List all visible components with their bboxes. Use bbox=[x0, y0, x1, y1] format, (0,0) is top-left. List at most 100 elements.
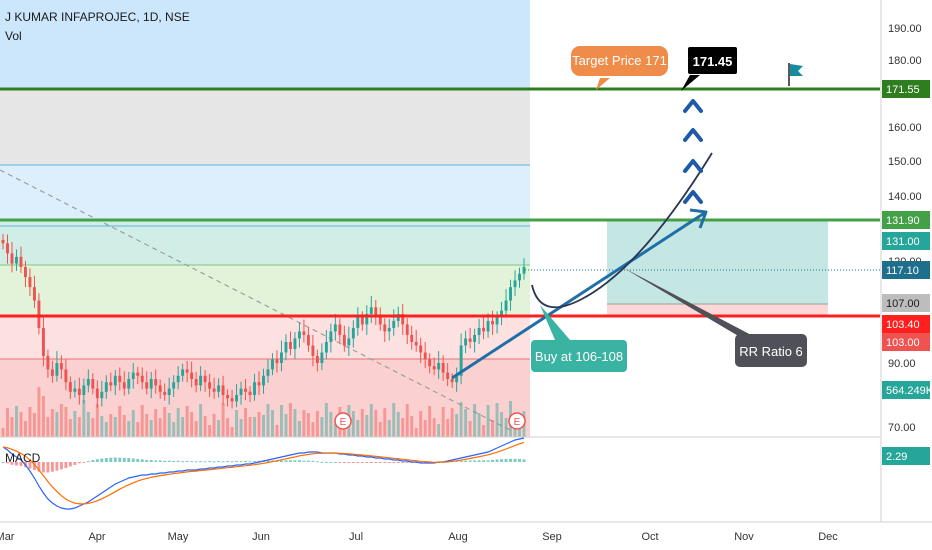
earnings-marker[interactable]: E bbox=[508, 412, 526, 430]
candle-body bbox=[410, 334, 414, 342]
macd-histogram-bar bbox=[280, 460, 283, 462]
candle-body bbox=[482, 327, 486, 332]
projection-curve[interactable] bbox=[531, 152, 713, 309]
candle-body bbox=[306, 334, 310, 346]
macd-histogram-bar bbox=[333, 461, 337, 463]
trend-arrow[interactable] bbox=[451, 208, 708, 380]
buy-callout[interactable]: Buy at 106-108 bbox=[531, 305, 627, 372]
x-tick-label: Apr bbox=[88, 531, 105, 543]
price-axis[interactable]: 190.00180.00160.00150.00140.00120.0090.0… bbox=[880, 0, 932, 550]
x-tick-label: Sep bbox=[542, 531, 562, 543]
macd-histogram-bar bbox=[113, 457, 117, 462]
candle-body bbox=[104, 382, 108, 392]
macd-histogram-bar bbox=[329, 461, 333, 463]
y-tick-label: 140.00 bbox=[888, 191, 922, 203]
macd-histogram-bar bbox=[459, 460, 463, 462]
price-badge-text: 2.29 bbox=[886, 451, 907, 463]
macd-histogram-bar bbox=[387, 462, 391, 463]
volume-bar bbox=[122, 415, 126, 437]
volume-bar bbox=[1, 428, 5, 437]
price-badge bbox=[882, 261, 930, 279]
earnings-marker[interactable]: E bbox=[334, 412, 352, 430]
macd-histogram-bar bbox=[50, 462, 54, 472]
candle-body bbox=[100, 391, 104, 399]
profit-zone-box[interactable] bbox=[607, 220, 828, 304]
volume-bar bbox=[131, 410, 135, 437]
volume-bar bbox=[500, 412, 504, 437]
macd-histogram-bar bbox=[468, 460, 472, 462]
candle-body bbox=[347, 338, 351, 346]
time-axis[interactable]: Mar Apr May Jun Jul Aug Sep Oct Nov Dec bbox=[0, 521, 932, 550]
candle-body bbox=[185, 369, 189, 373]
volume-bar bbox=[446, 419, 450, 437]
macd-histogram-bar bbox=[194, 461, 198, 463]
volume-label: Vol bbox=[5, 29, 22, 43]
volume-bar bbox=[64, 407, 68, 437]
candle-body bbox=[86, 379, 90, 386]
macd-histogram-bar bbox=[464, 460, 468, 462]
macd-histogram-bar bbox=[320, 461, 324, 463]
price-badge bbox=[882, 315, 930, 333]
volume-bar bbox=[248, 417, 252, 437]
candle-body bbox=[504, 300, 508, 311]
candle-body bbox=[351, 327, 355, 339]
volume-bar bbox=[190, 412, 194, 437]
candle-body bbox=[158, 385, 162, 392]
volume-bar bbox=[455, 414, 459, 437]
buy-callout-text: Buy at 106-108 bbox=[535, 349, 623, 364]
candle-body bbox=[320, 352, 324, 363]
macd-histogram-bar bbox=[369, 462, 373, 463]
volume-bar bbox=[383, 408, 387, 437]
macd-histogram-bar bbox=[158, 460, 162, 462]
candle-body bbox=[383, 324, 387, 332]
macd-histogram-bar bbox=[64, 462, 68, 468]
price-badge-text: 171.55 bbox=[886, 84, 920, 96]
price-badge bbox=[882, 294, 930, 312]
macd-histogram-bar bbox=[297, 460, 301, 462]
candle-body bbox=[212, 388, 216, 392]
candle-body bbox=[509, 287, 512, 301]
volume-bar bbox=[518, 425, 521, 437]
volume-bar bbox=[410, 416, 414, 437]
volume-bar bbox=[176, 408, 180, 437]
candle-body bbox=[73, 388, 77, 392]
target-price-callout[interactable]: Target Price 171 bbox=[571, 46, 668, 90]
volume-bar bbox=[405, 404, 409, 437]
price-badge bbox=[882, 232, 930, 250]
volume-bar bbox=[100, 416, 104, 437]
volume-bar bbox=[167, 413, 171, 437]
candle-body bbox=[405, 324, 409, 335]
price-box-callout[interactable]: 171.45 bbox=[681, 47, 737, 91]
x-tick-label: Mar bbox=[0, 531, 15, 543]
macd-histogram-bar bbox=[266, 460, 270, 462]
candle-body bbox=[365, 313, 369, 325]
candlesticks bbox=[1, 233, 526, 409]
macd-histogram-bar bbox=[86, 461, 90, 463]
green-zone bbox=[0, 265, 530, 317]
price-badge-text: 131.00 bbox=[886, 236, 920, 248]
macd-histogram-bar bbox=[392, 462, 396, 464]
x-tick-label: Aug bbox=[448, 531, 468, 543]
candle-body bbox=[315, 355, 319, 363]
macd-histogram-bar bbox=[46, 462, 50, 473]
candle-body bbox=[338, 324, 342, 335]
candle-body bbox=[324, 341, 328, 353]
volume-bar bbox=[464, 409, 468, 437]
candle-body bbox=[374, 307, 378, 318]
volume-bar bbox=[6, 408, 9, 437]
volume-bar bbox=[311, 422, 315, 437]
volume-bar bbox=[217, 420, 221, 437]
macd-histogram-bar bbox=[199, 461, 203, 463]
dashed-downtrend-line[interactable] bbox=[0, 169, 511, 431]
macd-histogram-bar bbox=[185, 460, 189, 462]
volume-bar bbox=[320, 417, 324, 437]
candle-body bbox=[122, 382, 126, 389]
risk-zone-box[interactable] bbox=[607, 304, 828, 317]
candle-body bbox=[459, 345, 463, 376]
rr-ratio-callout[interactable]: RR Ratio 6 bbox=[622, 267, 807, 367]
macd-histogram-bar bbox=[522, 459, 526, 462]
volume-bar bbox=[104, 422, 108, 437]
teal-zone bbox=[0, 220, 530, 265]
flag-icon[interactable] bbox=[788, 63, 803, 86]
